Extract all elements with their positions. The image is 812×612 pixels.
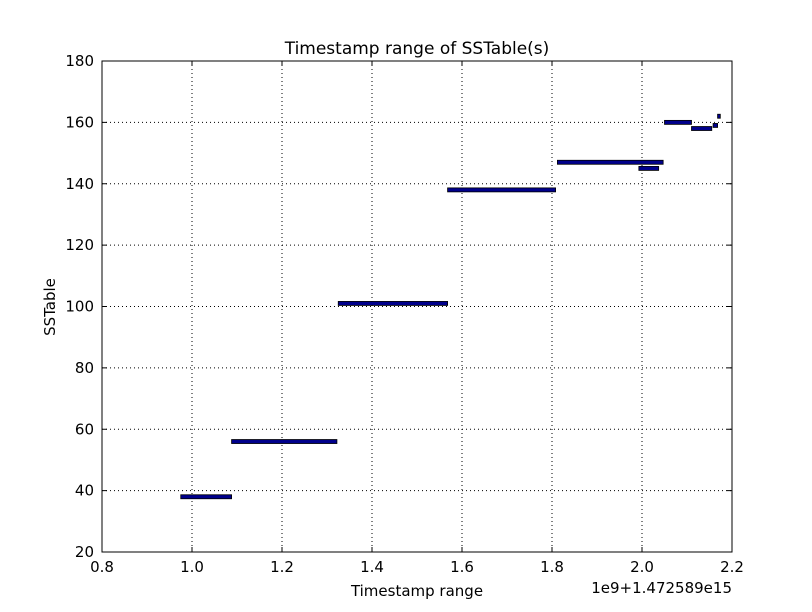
plot-frame bbox=[101, 60, 733, 553]
x-tick-label: 1.0 bbox=[180, 558, 204, 576]
range-bar bbox=[557, 159, 664, 165]
range-bar bbox=[337, 301, 448, 306]
x-tick-label: 1.4 bbox=[360, 558, 384, 576]
range-bar bbox=[664, 119, 692, 125]
range-bar bbox=[691, 126, 713, 131]
tick-marks bbox=[101, 60, 733, 553]
x-axis-label: Timestamp range bbox=[350, 582, 483, 600]
x-tick-label: 2.2 bbox=[720, 558, 744, 576]
x-tick-label: 1.8 bbox=[540, 558, 564, 576]
x-tick-label: 0.8 bbox=[90, 558, 114, 576]
range-bar bbox=[638, 166, 660, 171]
x-tick-label: 2.0 bbox=[630, 558, 654, 576]
range-bar bbox=[231, 439, 338, 444]
x-tick-labels: 0.8 1.0 1.2 1.4 1.6 1.8 2.0 2.2 bbox=[90, 558, 744, 576]
x-tick-label: 1.6 bbox=[450, 558, 474, 576]
range-bar bbox=[447, 187, 557, 193]
grid-lines bbox=[102, 61, 732, 552]
y-tick-label: 20 bbox=[75, 543, 94, 561]
y-axis-label: SSTable bbox=[41, 278, 59, 336]
range-bar bbox=[180, 494, 232, 500]
y-tick-label: 160 bbox=[65, 113, 94, 131]
y-tick-labels: 20 40 60 80 100 120 140 160 180 bbox=[65, 52, 94, 561]
y-tick-label: 100 bbox=[65, 298, 94, 316]
y-tick-label: 40 bbox=[75, 482, 94, 500]
y-tick-label: 120 bbox=[65, 236, 94, 254]
x-offset-label: 1e9+1.472589e15 bbox=[591, 579, 732, 597]
x-tick-label: 1.2 bbox=[270, 558, 294, 576]
y-tick-label: 140 bbox=[65, 175, 94, 193]
y-tick-label: 80 bbox=[75, 359, 94, 377]
chart-title: Timestamp range of SSTable(s) bbox=[284, 39, 550, 59]
range-bar bbox=[717, 113, 721, 119]
range-bar bbox=[712, 123, 718, 128]
bars-layer bbox=[180, 113, 721, 500]
y-tick-label: 180 bbox=[65, 52, 94, 70]
y-tick-label: 60 bbox=[75, 420, 94, 438]
